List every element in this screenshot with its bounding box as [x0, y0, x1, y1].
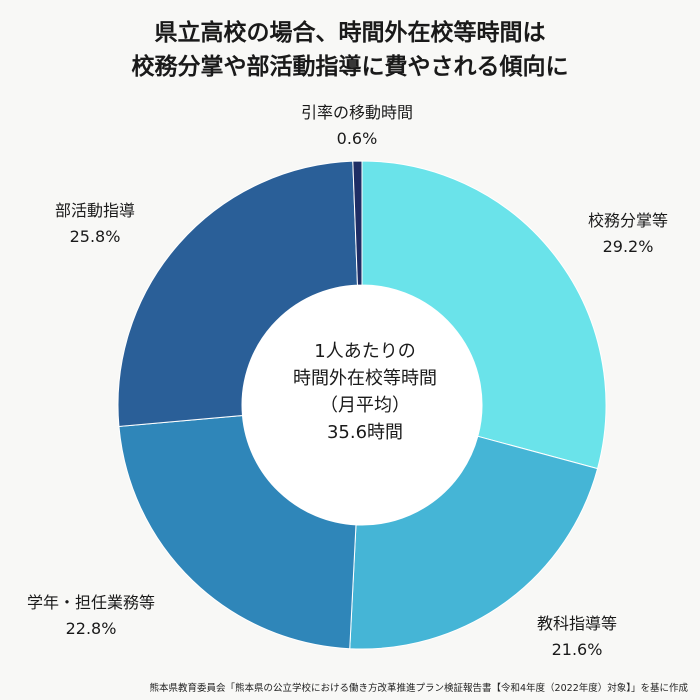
chart-title: 県立高校の場合、時間外在校等時間は 校務分掌や部活動指導に費やされる傾向に	[0, 16, 700, 84]
chart-title-line-1: 県立高校の場合、時間外在校等時間は	[154, 20, 546, 46]
slice-percent: 29.2%	[602, 237, 654, 256]
slice-name: 校務分掌等	[587, 211, 669, 230]
slice-percent: 25.8%	[69, 227, 121, 246]
slice-name: 学年・担任業務等	[26, 593, 156, 612]
slice-label-学年担任業務: 学年・担任業務等 22.8%	[27, 590, 155, 642]
slice-label-校務分掌: 校務分掌等 29.2%	[588, 208, 668, 260]
source-note: 熊本県教育委員会「熊本県の公立学校における働き方改革推進プラン検証報告書【令和4…	[149, 683, 688, 694]
center-total: 35.6時間	[326, 422, 404, 443]
center-line-1: 1人あたりの	[314, 341, 416, 362]
slice-label-教科指導: 教科指導等 21.6%	[537, 611, 617, 663]
slice-percent: 0.6%	[336, 129, 378, 148]
donut-slice-0	[361, 160, 607, 470]
slice-name: 教科指導等	[536, 614, 618, 633]
center-line-3: （月平均）	[320, 395, 410, 416]
slice-name: 引率の移動時間	[300, 103, 414, 122]
slice-label-引率の移動時間: 引率の移動時間 0.6%	[301, 100, 413, 152]
slice-percent: 21.6%	[551, 640, 603, 659]
slice-name: 部活動指導	[54, 201, 136, 220]
slice-percent: 22.8%	[65, 619, 117, 638]
slice-label-部活動指導: 部活動指導 25.8%	[55, 198, 135, 250]
donut-hole	[242, 285, 482, 525]
chart-title-line-2: 校務分掌や部活動指導に費やされる傾向に	[131, 54, 569, 80]
donut-center-text: 1人あたりの 時間外在校等時間 （月平均） 35.6時間	[250, 338, 480, 446]
center-line-2: 時間外在校等時間	[293, 368, 437, 389]
